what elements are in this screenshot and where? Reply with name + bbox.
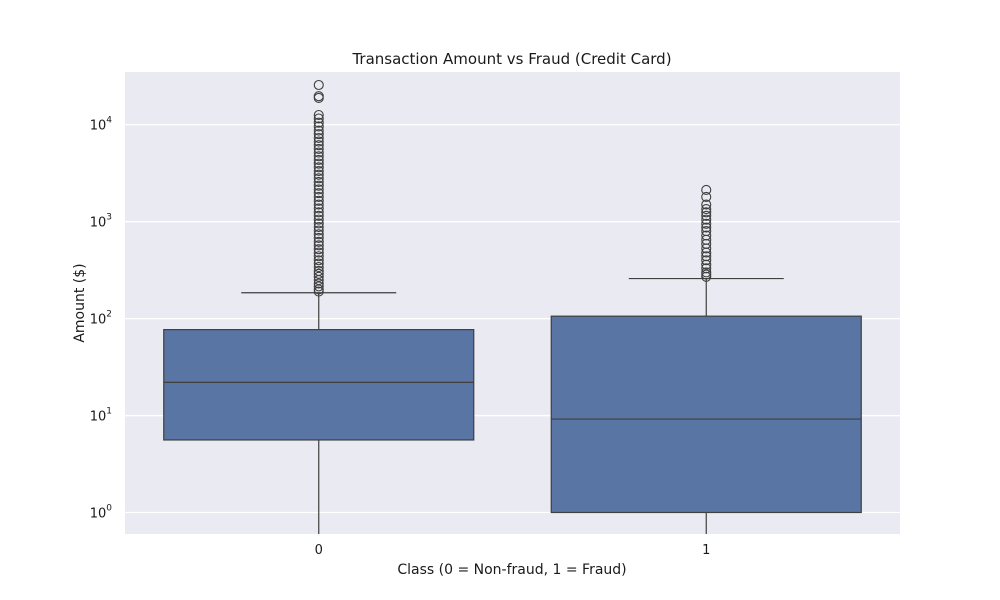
outlier-point bbox=[701, 199, 712, 210]
box-plots bbox=[163, 79, 862, 534]
outlier-point bbox=[701, 238, 712, 249]
outlier-point bbox=[701, 184, 712, 195]
outlier-point bbox=[701, 259, 712, 270]
outlier-point bbox=[313, 195, 324, 206]
outlier-point bbox=[313, 203, 324, 214]
outlier-point bbox=[701, 214, 712, 225]
box-iqr bbox=[550, 315, 862, 514]
outlier-point bbox=[313, 136, 324, 147]
outlier-point bbox=[313, 199, 324, 210]
outlier-point bbox=[701, 263, 712, 274]
y-tick-label: 104 bbox=[90, 116, 113, 134]
outlier-point bbox=[313, 79, 324, 91]
outlier-point bbox=[313, 91, 324, 102]
box-iqr bbox=[163, 329, 475, 441]
outlier-point bbox=[313, 158, 324, 169]
outlier-point bbox=[313, 262, 324, 273]
outlier-point bbox=[313, 207, 324, 218]
outlier-point bbox=[701, 218, 712, 229]
outlier-point bbox=[313, 140, 324, 151]
outlier-point bbox=[313, 247, 324, 258]
outlier-point bbox=[313, 132, 324, 144]
outlier-point bbox=[313, 258, 324, 269]
outlier-point bbox=[313, 214, 324, 225]
outlier-point bbox=[313, 229, 324, 240]
outlier-point bbox=[313, 154, 324, 166]
outlier-point bbox=[313, 173, 324, 184]
outlier-point bbox=[313, 251, 324, 262]
y-axis-label: Amount ($) bbox=[72, 263, 88, 342]
outlier-point bbox=[701, 255, 712, 266]
outlier-point bbox=[313, 117, 324, 128]
outlier-point bbox=[313, 176, 324, 187]
outlier-point bbox=[313, 121, 324, 132]
x-tick-label: 1 bbox=[702, 543, 710, 558]
outlier-point bbox=[313, 210, 324, 221]
outlier-point bbox=[701, 251, 712, 262]
outlier-point bbox=[701, 230, 712, 241]
outlier-point bbox=[313, 165, 324, 177]
outlier-point bbox=[313, 162, 324, 173]
outlier-point bbox=[313, 225, 324, 236]
outlier-point bbox=[313, 271, 324, 282]
outlier-point bbox=[313, 109, 324, 121]
y-tick-label: 101 bbox=[90, 407, 112, 425]
outlier-point bbox=[701, 226, 712, 237]
outlier-point bbox=[313, 169, 324, 180]
outlier-point bbox=[313, 147, 324, 158]
outlier-point bbox=[313, 218, 324, 229]
outlier-point bbox=[313, 191, 324, 202]
outlier-point bbox=[701, 267, 712, 278]
y-tick-label: 100 bbox=[90, 503, 113, 521]
x-tick-label: 0 bbox=[315, 543, 323, 558]
y-axis-ticks: 100 101 102 103 104 bbox=[90, 116, 113, 522]
outlier-point bbox=[313, 151, 324, 162]
outlier-point bbox=[701, 207, 712, 218]
outlier-point bbox=[313, 255, 324, 266]
y-tick-label: 102 bbox=[90, 310, 112, 328]
outlier-point bbox=[701, 222, 712, 233]
outlier-point bbox=[313, 222, 324, 233]
outlier-point bbox=[313, 113, 324, 124]
outlier-point bbox=[313, 268, 324, 279]
outlier-point bbox=[313, 244, 324, 255]
outlier-point bbox=[701, 203, 712, 215]
outlier-point bbox=[313, 281, 324, 292]
outlier-point bbox=[313, 232, 324, 243]
outlier-point bbox=[313, 240, 324, 251]
outlier-point bbox=[701, 191, 712, 202]
chart-title: Transaction Amount vs Fraud (Credit Card… bbox=[351, 50, 671, 68]
outlier-point bbox=[313, 278, 324, 289]
outlier-point bbox=[313, 236, 324, 247]
outlier-point bbox=[313, 184, 324, 195]
y-tick-label: 103 bbox=[90, 213, 112, 231]
outlier-point bbox=[313, 180, 324, 191]
outlier-point bbox=[313, 188, 324, 199]
outlier-point bbox=[313, 129, 324, 140]
x-axis-label: Class (0 = Non-fraud, 1 = Fraud) bbox=[397, 562, 626, 578]
outlier-point bbox=[313, 143, 324, 154]
outlier-point bbox=[313, 125, 324, 136]
outlier-point bbox=[313, 265, 324, 277]
outlier-point bbox=[701, 210, 712, 221]
